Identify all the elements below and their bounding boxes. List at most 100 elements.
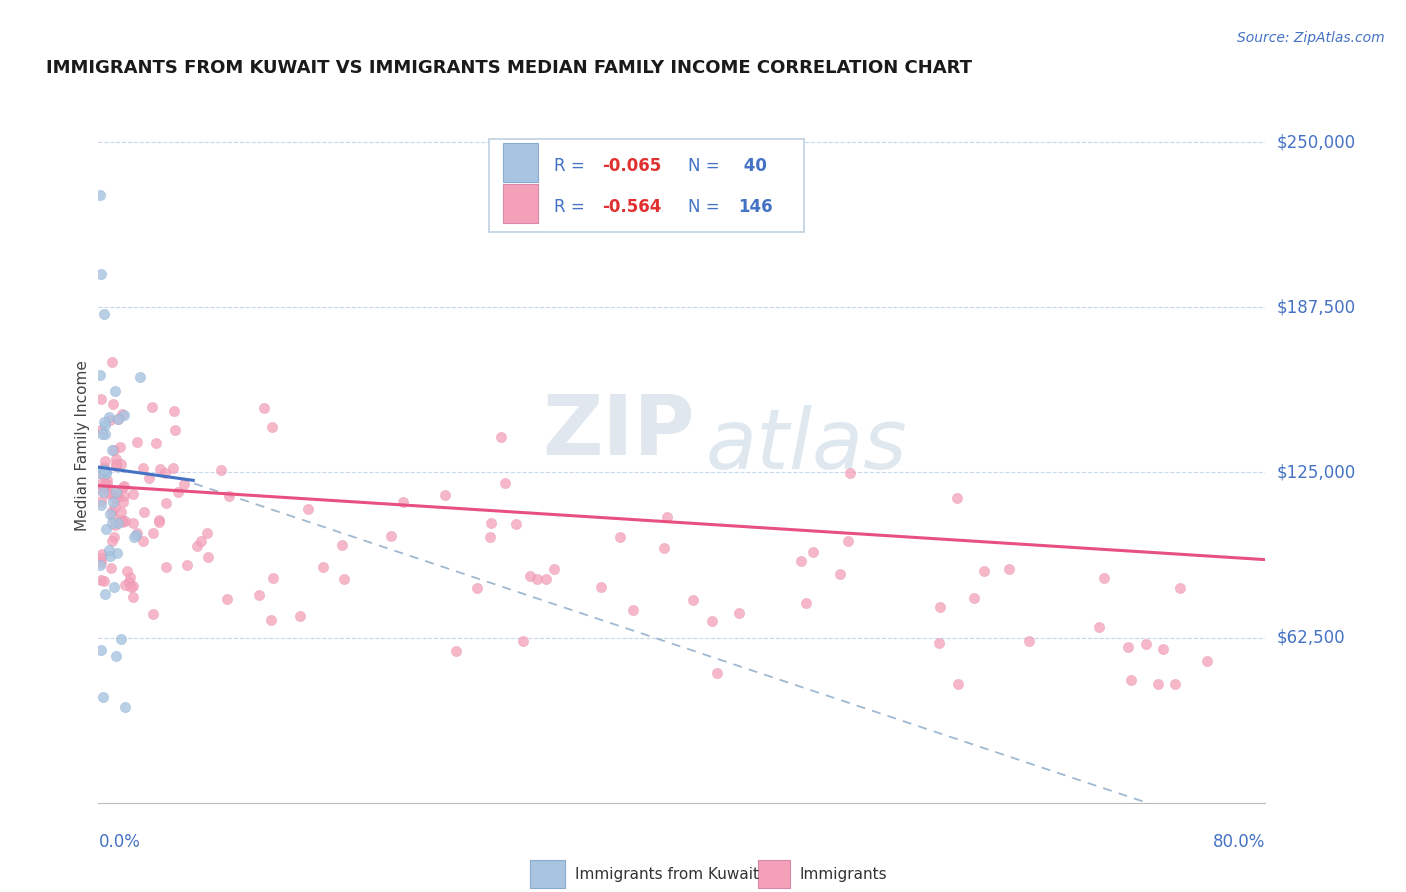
Point — [260, 420, 283, 434]
Point — [110, 505, 132, 519]
Point — [127, 435, 149, 450]
Point — [526, 572, 548, 586]
Point — [93, 307, 115, 321]
Point — [433, 488, 456, 502]
Point — [96, 473, 118, 487]
Point — [1168, 581, 1191, 595]
Point — [112, 489, 135, 503]
Point — [218, 490, 240, 504]
Point — [93, 415, 115, 429]
Point — [142, 607, 165, 621]
Point — [928, 636, 950, 650]
Point — [837, 533, 859, 548]
Point — [260, 613, 283, 627]
Point — [111, 513, 134, 527]
Point — [973, 564, 995, 578]
Point — [700, 614, 723, 628]
Point — [197, 549, 219, 564]
Point — [98, 507, 121, 521]
Point — [104, 384, 127, 399]
Point — [1092, 570, 1115, 584]
Point — [103, 580, 125, 594]
Text: IMMIGRANTS FROM KUWAIT VS IMMIGRANTS MEDIAN FAMILY INCOME CORRELATION CHART: IMMIGRANTS FROM KUWAIT VS IMMIGRANTS MED… — [46, 59, 972, 77]
Point — [155, 467, 177, 481]
Point — [330, 538, 353, 552]
Point — [138, 471, 160, 485]
Text: $187,500: $187,500 — [1277, 298, 1355, 317]
Point — [163, 423, 186, 437]
Point — [1164, 677, 1187, 691]
Point — [297, 502, 319, 516]
Point — [93, 574, 115, 589]
Point — [478, 530, 501, 544]
Text: 40: 40 — [738, 157, 766, 175]
Point — [121, 591, 143, 605]
Point — [120, 569, 142, 583]
Point — [491, 430, 513, 444]
Point — [112, 479, 135, 493]
Point — [124, 530, 146, 544]
Point — [652, 541, 675, 556]
Point — [149, 462, 172, 476]
Point — [94, 417, 117, 432]
Point — [963, 591, 986, 606]
Point — [141, 526, 163, 541]
Point — [100, 561, 122, 575]
Point — [90, 483, 112, 497]
Point — [98, 487, 121, 501]
Point — [173, 477, 195, 491]
Text: Source: ZipAtlas.com: Source: ZipAtlas.com — [1237, 31, 1385, 45]
Point — [91, 484, 114, 499]
Point — [247, 588, 270, 602]
Bar — [503, 184, 538, 223]
Point — [90, 642, 112, 657]
Point — [148, 513, 170, 527]
Point — [1116, 640, 1139, 654]
Point — [122, 487, 145, 501]
Point — [101, 397, 124, 411]
Point — [209, 462, 232, 476]
Point — [107, 491, 129, 505]
Point — [100, 413, 122, 427]
Text: -0.065: -0.065 — [603, 157, 662, 175]
Point — [107, 516, 129, 531]
Point — [96, 466, 118, 480]
Point — [104, 459, 127, 474]
Point — [104, 491, 127, 505]
Point — [114, 699, 136, 714]
Point — [100, 486, 122, 500]
Point — [91, 547, 114, 561]
Point — [129, 370, 152, 384]
Point — [148, 515, 170, 529]
Point — [108, 440, 131, 454]
Point — [790, 554, 813, 568]
Bar — [503, 143, 538, 182]
Point — [929, 599, 952, 614]
Point — [94, 481, 117, 495]
Point — [505, 516, 527, 531]
Point — [90, 426, 112, 441]
Text: atlas: atlas — [706, 406, 907, 486]
Point — [1088, 619, 1111, 633]
Point — [155, 559, 177, 574]
Text: N =: N = — [688, 157, 724, 175]
Point — [112, 408, 135, 422]
Point — [519, 568, 541, 582]
Point — [621, 603, 644, 617]
Point — [110, 457, 132, 471]
Point — [98, 549, 121, 563]
Point — [121, 516, 143, 531]
Point — [90, 423, 112, 437]
Point — [115, 564, 138, 578]
Point — [100, 533, 122, 548]
Point — [609, 530, 631, 544]
Point — [534, 572, 557, 586]
Point — [90, 267, 112, 281]
Point — [89, 558, 111, 573]
Point — [512, 634, 534, 648]
Point — [103, 443, 125, 458]
Text: R =: R = — [554, 198, 589, 216]
Point — [132, 461, 155, 475]
Point — [103, 530, 125, 544]
Point — [111, 515, 134, 529]
